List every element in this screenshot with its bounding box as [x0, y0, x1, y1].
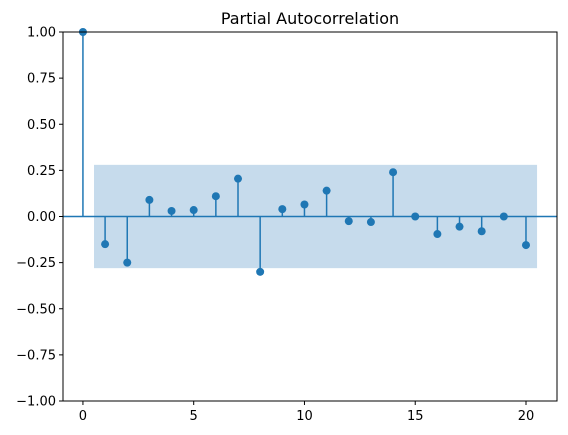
stem-marker-lag-6 — [211, 192, 220, 201]
x-tick-label: 15 — [407, 409, 424, 424]
y-tick-label: 0.50 — [27, 118, 56, 133]
stem-marker-lag-5 — [189, 206, 198, 215]
stem-marker-lag-2 — [123, 258, 132, 267]
stem-marker-lag-13 — [366, 218, 375, 227]
stem-marker-lag-14 — [389, 168, 398, 177]
y-tick-label: −1.00 — [16, 395, 56, 410]
stem-marker-lag-12 — [344, 217, 353, 226]
y-tick-label: 0.75 — [27, 72, 56, 87]
stem-marker-lag-7 — [234, 174, 243, 183]
stem-marker-lag-20 — [521, 241, 530, 250]
stem-marker-lag-16 — [433, 230, 442, 239]
chart-title: Partial Autocorrelation — [221, 9, 399, 28]
stem-marker-lag-10 — [300, 200, 309, 209]
stem-marker-lag-4 — [167, 206, 176, 215]
stem-marker-lag-3 — [145, 195, 154, 204]
stem-marker-lag-19 — [499, 212, 508, 221]
x-tick-label: 10 — [296, 409, 313, 424]
x-tick-label: 5 — [190, 409, 198, 424]
y-tick-label: −0.50 — [16, 302, 56, 317]
stem-marker-lag-15 — [411, 212, 420, 221]
x-tick-label: 0 — [79, 409, 87, 424]
stem-marker-lag-9 — [278, 205, 287, 214]
stem-marker-lag-8 — [256, 267, 265, 276]
y-tick-label: 0.00 — [27, 210, 56, 225]
stem-marker-lag-1 — [101, 240, 110, 249]
stem-marker-lag-18 — [477, 227, 486, 236]
y-tick-label: 0.25 — [27, 164, 56, 179]
y-tick-label: −0.75 — [16, 348, 56, 363]
x-tick-label: 20 — [518, 409, 535, 424]
y-tick-label: 1.00 — [27, 26, 56, 41]
stem-marker-lag-17 — [455, 222, 464, 231]
axes: −1.00 −0.75 −0.50 −0.25 0.00 0.25 0.50 0.75 1.00… — [16, 26, 558, 424]
stem-marker-lag-11 — [322, 186, 331, 195]
plot-area — [63, 28, 557, 276]
y-tick-label: −0.25 — [16, 256, 56, 271]
